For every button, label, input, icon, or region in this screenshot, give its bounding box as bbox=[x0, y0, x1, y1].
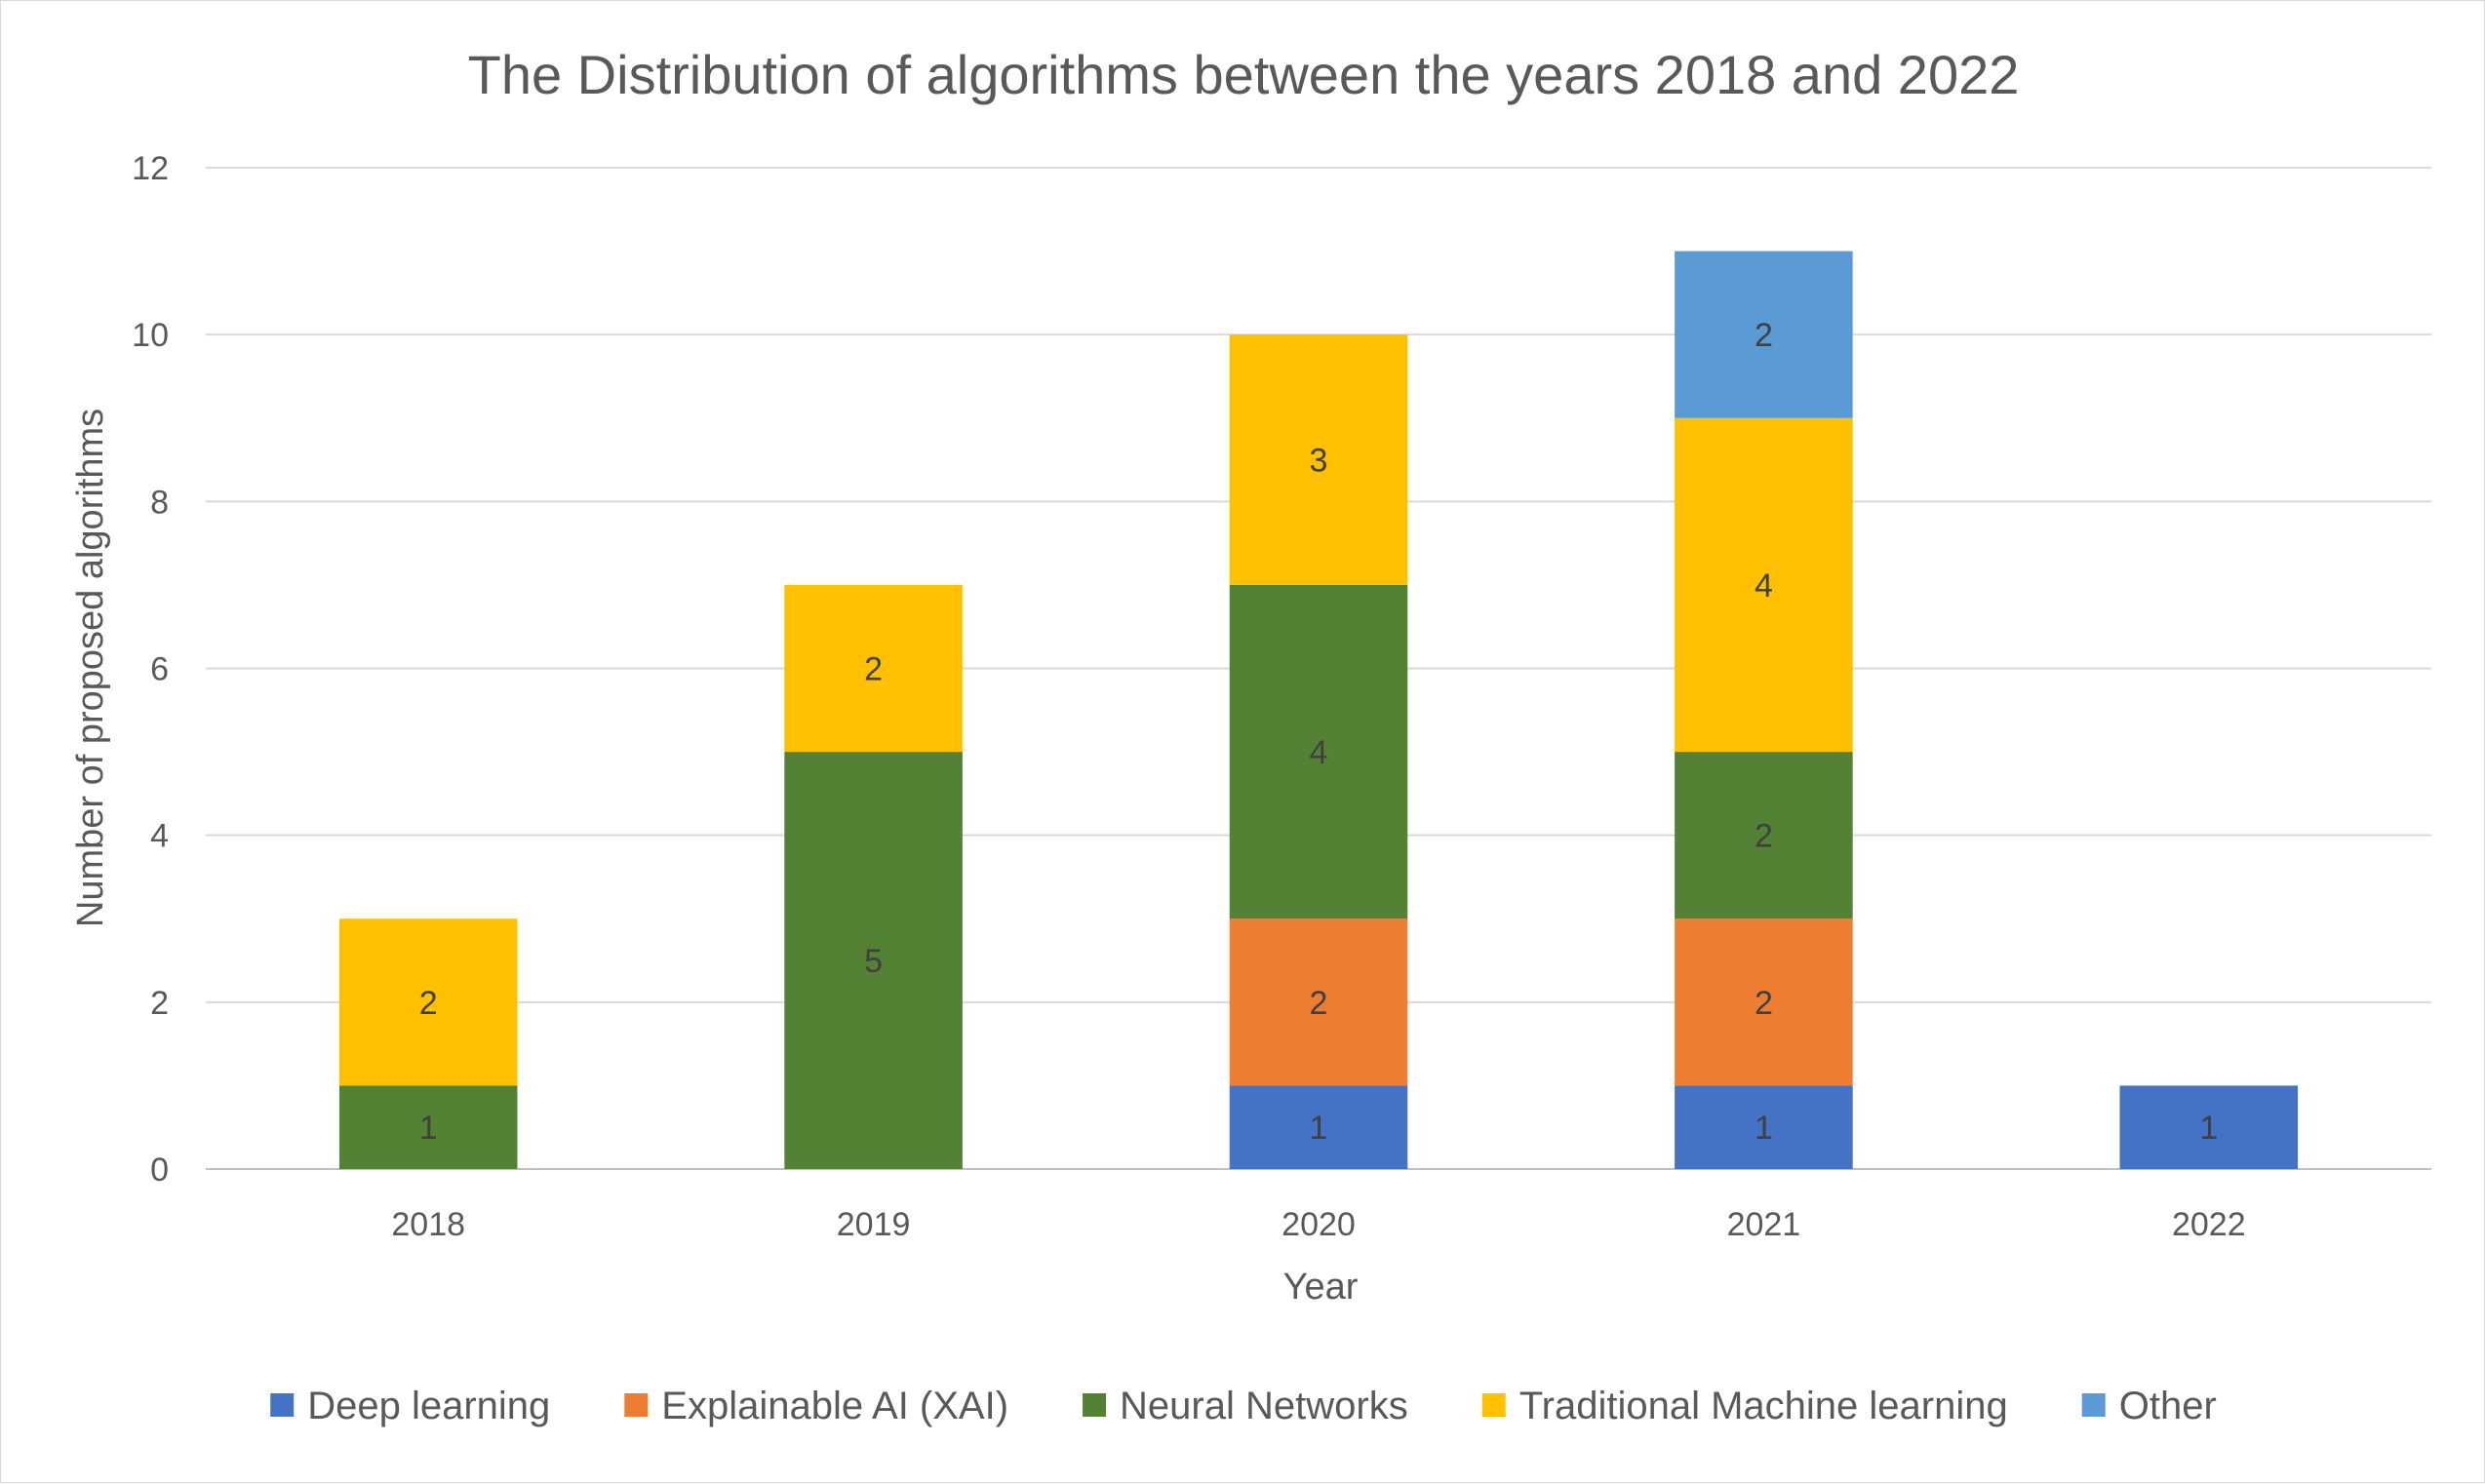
bar-segment-deep-learning bbox=[1229, 1085, 1408, 1169]
y-tick-label: 12 bbox=[132, 150, 169, 187]
x-tick-label: 2019 bbox=[837, 1206, 911, 1243]
data-label: 2 bbox=[419, 985, 438, 1022]
bar-segment-explainable-ai-xai bbox=[1675, 918, 1853, 1086]
x-tick-labels: 2018 2019 2020 2021 2022 bbox=[391, 1206, 2245, 1243]
bar-segment-neural-networks bbox=[338, 1085, 518, 1169]
bar-segment-other bbox=[1675, 251, 1853, 418]
data-label: 2 bbox=[1755, 818, 1773, 855]
data-label: 2 bbox=[1310, 985, 1328, 1022]
legend-label: Explainable AI (XAI) bbox=[661, 1385, 1008, 1427]
bar-segment-neural-networks bbox=[784, 752, 963, 1169]
chart-title: The Distribution of algorithms between t… bbox=[468, 44, 2020, 105]
bar-segment-deep-learning bbox=[1675, 1085, 1853, 1169]
x-tick-label: 2018 bbox=[391, 1206, 465, 1243]
legend-swatch bbox=[1481, 1393, 1506, 1417]
bar-stack-2021: 1 2 2 4 2 bbox=[1675, 251, 1853, 1169]
y-axis-label: Number of proposed algorithms bbox=[70, 409, 111, 927]
bar-segment-traditional-machine-learning bbox=[338, 918, 518, 1086]
bar-stack-2020: 1 2 4 3 bbox=[1229, 334, 1408, 1169]
legend-swatch bbox=[1083, 1393, 1107, 1417]
legend-label: Deep learning bbox=[307, 1385, 550, 1427]
bar-segment-traditional-machine-learning bbox=[1229, 334, 1408, 585]
data-label: 5 bbox=[864, 943, 883, 980]
legend-label: Neural Networks bbox=[1120, 1385, 1408, 1427]
data-label: 2 bbox=[864, 651, 883, 688]
legend-item: Explainable AI (XAI) bbox=[624, 1385, 1008, 1427]
y-tick-label: 2 bbox=[150, 985, 169, 1022]
x-tick-label: 2020 bbox=[1282, 1206, 1356, 1243]
bar-stack-2022: 1 bbox=[2119, 1085, 2299, 1169]
y-tick-labels: 0 2 4 6 8 10 12 bbox=[132, 150, 169, 1189]
bar-segment-neural-networks bbox=[1675, 752, 1853, 919]
bar-segment-traditional-machine-learning bbox=[1675, 417, 1853, 753]
data-label: 2 bbox=[1755, 317, 1773, 354]
bar-segment-explainable-ai-xai bbox=[1229, 918, 1408, 1086]
bar-segment-traditional-machine-learning bbox=[784, 584, 963, 753]
data-label: 3 bbox=[1310, 443, 1328, 480]
y-tick-label: 4 bbox=[150, 818, 169, 855]
data-label: 4 bbox=[1755, 567, 1773, 605]
data-label: 2 bbox=[1755, 985, 1773, 1022]
data-label: 1 bbox=[2199, 1110, 2218, 1147]
y-tick-label: 6 bbox=[150, 651, 169, 688]
data-label: 1 bbox=[1755, 1110, 1773, 1147]
legend-item: Traditional Machine learning bbox=[1481, 1385, 2008, 1427]
data-label: 1 bbox=[419, 1110, 438, 1147]
legend-label: Traditional Machine learning bbox=[1519, 1385, 2008, 1427]
y-tick-label: 10 bbox=[132, 317, 169, 354]
legend-item: Neural Networks bbox=[1083, 1385, 1408, 1427]
x-tick-label: 2021 bbox=[1727, 1206, 1801, 1243]
bar-stack-2018: 12 bbox=[338, 918, 518, 1169]
bar-stack-2019: 52 bbox=[784, 584, 963, 1169]
x-axis-label: Year bbox=[1283, 1267, 1359, 1308]
legend-item: Deep learning bbox=[270, 1385, 550, 1427]
data-label: 4 bbox=[1310, 734, 1328, 771]
legend-swatch bbox=[270, 1393, 295, 1417]
legend-item: Other bbox=[2081, 1385, 2217, 1427]
data-label: 1 bbox=[1310, 1110, 1328, 1147]
legend-swatch bbox=[2081, 1393, 2106, 1417]
x-tick-label: 2022 bbox=[2172, 1206, 2246, 1243]
y-tick-label: 0 bbox=[150, 1152, 169, 1189]
bar-segment-deep-learning bbox=[2119, 1085, 2299, 1169]
legend-swatch bbox=[624, 1393, 649, 1417]
legend-label: Other bbox=[2119, 1385, 2217, 1427]
y-tick-label: 8 bbox=[150, 484, 169, 521]
legend: Deep learning Explainable AI (XAI) Neural … bbox=[270, 1385, 2217, 1427]
bar-segment-neural-networks bbox=[1229, 584, 1408, 919]
